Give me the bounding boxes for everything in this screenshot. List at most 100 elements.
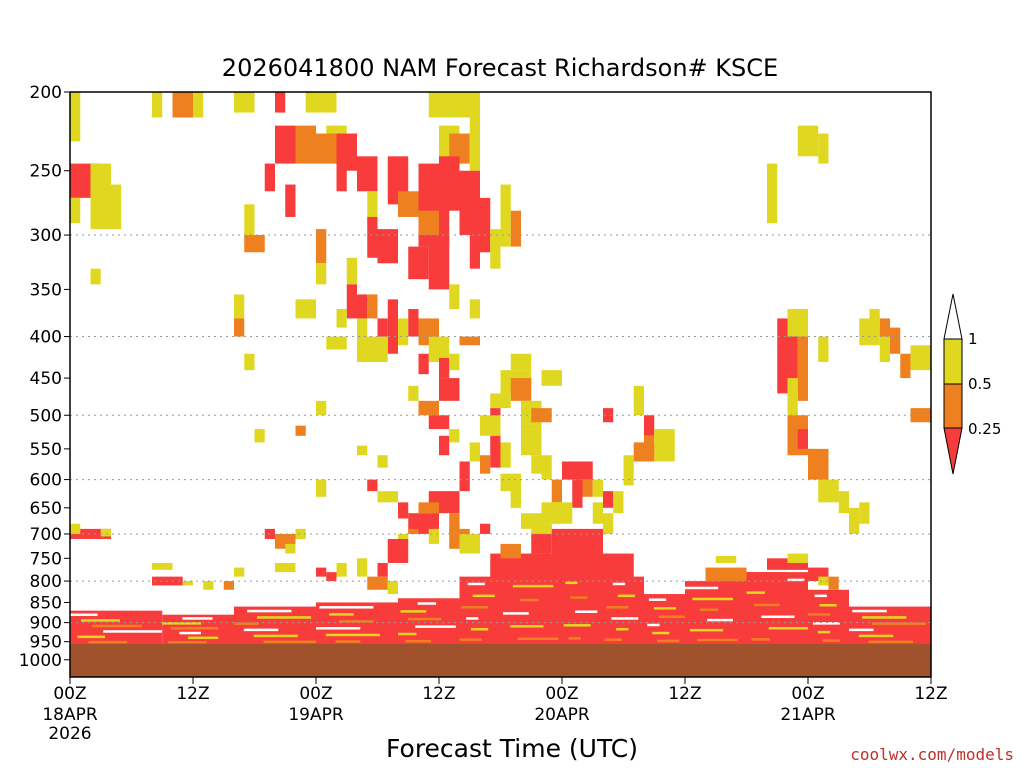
band-streak	[568, 637, 581, 640]
y-axis: 200 250 300 350 400 450 500 550 600 650 700 750 8008…	[19, 83, 70, 671]
band-streak	[316, 627, 361, 630]
band-streak	[188, 636, 219, 640]
ri-cell	[408, 309, 419, 337]
ri-cell	[428, 235, 450, 290]
low-level-band	[644, 594, 685, 644]
ri-cell	[70, 197, 81, 224]
ri-cell	[264, 163, 275, 192]
y-tick-label: 600	[30, 471, 62, 491]
low-level-band	[459, 576, 501, 644]
band-streak	[652, 631, 670, 635]
ri-cell	[510, 378, 532, 401]
band-streak	[746, 591, 765, 594]
ri-cell	[316, 567, 327, 577]
band-streak	[256, 616, 312, 619]
x-tick-year: 2026	[48, 724, 91, 744]
y-tick-label: 450	[30, 369, 62, 389]
ri-cell	[377, 491, 398, 503]
low-level-band	[808, 589, 849, 644]
ri-cell	[490, 408, 501, 423]
ri-cell	[818, 576, 829, 586]
ri-cell	[326, 336, 347, 350]
band-streak	[699, 608, 719, 611]
band-streak	[470, 627, 489, 631]
x-tick-date: 21APR	[780, 705, 836, 725]
band-streak	[234, 622, 259, 625]
band-streak	[819, 604, 837, 607]
ri-cell	[234, 318, 245, 337]
ri-cell	[879, 318, 890, 337]
ri-cell	[449, 133, 470, 164]
y-tick-label: 1000	[19, 651, 62, 671]
band-streak	[70, 613, 98, 617]
ri-cell	[408, 385, 419, 401]
ri-cell	[787, 309, 808, 337]
ri-cell	[767, 558, 808, 570]
ri-cell	[367, 216, 378, 258]
ri-cell	[469, 235, 480, 269]
y-tick-label: 250	[30, 162, 62, 182]
ri-cell	[387, 538, 409, 563]
ri-cell	[603, 513, 614, 534]
ri-cell	[480, 523, 491, 534]
ri-cell	[490, 229, 501, 269]
ri-cell	[449, 513, 460, 534]
ground-layer	[70, 643, 931, 677]
y-tick-label: 850	[30, 593, 62, 613]
ri-cell	[500, 543, 521, 559]
ri-cell	[295, 299, 316, 319]
band-streak	[103, 630, 163, 633]
ri-cell	[172, 92, 193, 118]
band-streak	[606, 606, 629, 609]
ri-cell	[910, 408, 931, 423]
ri-cell	[203, 581, 214, 590]
ri-cell	[90, 268, 101, 285]
y-tick-label: 200	[30, 83, 62, 103]
band-streak	[653, 607, 676, 610]
ri-cell	[398, 191, 419, 217]
band-streak	[88, 640, 128, 644]
ri-cell	[244, 235, 265, 253]
ri-cell	[859, 502, 870, 524]
ground-fill	[70, 643, 931, 677]
band-streak	[467, 582, 485, 586]
ri-cell	[510, 353, 532, 371]
ri-cell	[398, 533, 409, 544]
ri-cell	[100, 528, 111, 537]
ri-cell	[459, 336, 480, 346]
ri-cell	[910, 345, 931, 371]
band-streak	[692, 597, 733, 601]
ri-cells	[70, 92, 931, 644]
band-streak	[612, 582, 626, 586]
x-tick-label: 00Z	[545, 684, 578, 704]
band-streak	[849, 628, 874, 632]
legend-swatch	[943, 338, 963, 385]
legend-arrow-bottom	[943, 427, 963, 475]
band-streak	[707, 618, 733, 622]
y-tick-label: 750	[30, 549, 62, 569]
x-tick-label: 00Z	[53, 684, 86, 704]
band-streak	[243, 628, 279, 632]
ri-cell	[70, 92, 81, 142]
ri-cell	[357, 558, 368, 577]
plot-frame	[69, 91, 932, 678]
ri-cell	[592, 502, 603, 524]
ri-cell	[244, 353, 255, 371]
ri-cell	[715, 555, 737, 563]
low-level-band	[398, 598, 460, 644]
band-streak	[617, 594, 635, 598]
ri-cell	[797, 429, 808, 449]
x-tick-label: 12Z	[176, 684, 209, 704]
ri-cell	[367, 576, 388, 590]
band-streak	[611, 617, 639, 620]
ri-cell	[500, 184, 511, 247]
ri-cell	[336, 133, 357, 171]
ri-cell	[387, 299, 398, 354]
ri-cell	[541, 553, 634, 582]
ri-cell	[336, 163, 347, 192]
band-streak	[92, 624, 142, 628]
band-streak	[325, 633, 380, 637]
band-streak	[167, 641, 207, 644]
ri-cell	[326, 572, 337, 582]
